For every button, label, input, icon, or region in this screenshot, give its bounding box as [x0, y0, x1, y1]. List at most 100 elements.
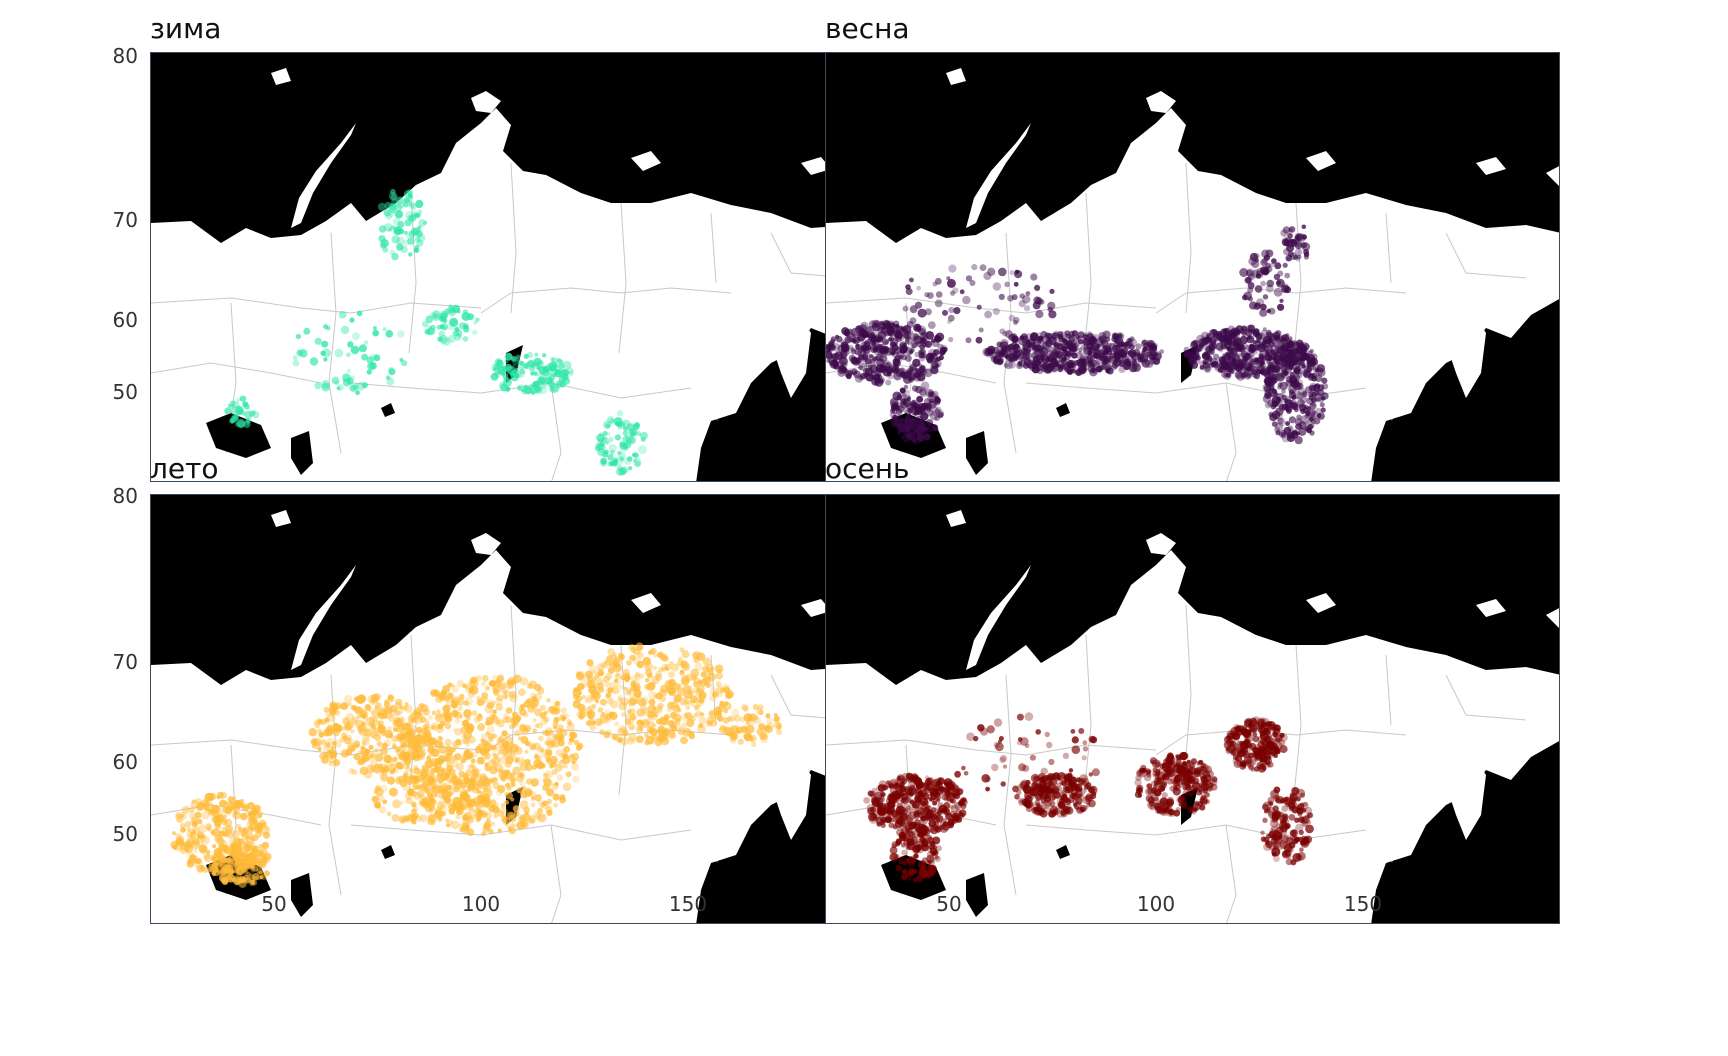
admin-border: [350, 824, 692, 841]
data-point: [1064, 366, 1071, 374]
data-point: [411, 801, 417, 808]
data-point: [638, 726, 643, 731]
data-point: [1305, 426, 1312, 433]
data-point: [224, 824, 234, 834]
data-point: [1013, 281, 1019, 287]
data-point: [1127, 337, 1132, 343]
data-point: [1277, 270, 1284, 277]
data-point: [752, 704, 759, 711]
data-point: [363, 340, 369, 345]
data-point: [457, 705, 463, 711]
data-point: [358, 726, 363, 731]
data-point: [546, 755, 551, 760]
data-point: [322, 348, 332, 358]
data-point: [430, 790, 438, 798]
data-point: [563, 712, 570, 719]
data-point: [1282, 226, 1291, 234]
data-point: [928, 400, 937, 409]
data-point: [885, 361, 892, 368]
data-point: [380, 242, 387, 249]
data-point: [1289, 365, 1294, 370]
data-point: [608, 436, 614, 443]
data-point: [210, 856, 216, 862]
data-point: [212, 866, 219, 873]
data-point: [586, 659, 594, 667]
map-summer[interactable]: [150, 494, 885, 924]
data-point: [1247, 324, 1256, 333]
panel-title-spring: весна: [825, 12, 910, 45]
data-point: [1183, 346, 1190, 353]
data-point: [664, 663, 672, 672]
data-point: [1273, 273, 1281, 281]
data-point: [419, 771, 428, 780]
data-point: [1065, 350, 1072, 357]
data-point: [1064, 341, 1072, 350]
data-point: [483, 739, 490, 746]
data-point: [658, 667, 664, 672]
map-autumn[interactable]: [825, 494, 1560, 924]
data-point: [742, 705, 749, 712]
data-point: [562, 782, 572, 792]
data-point: [462, 825, 468, 832]
data-point: [1034, 799, 1040, 806]
data-point: [392, 799, 402, 809]
data-point: [622, 668, 630, 677]
data-point: [516, 359, 522, 364]
data-point: [942, 818, 947, 823]
panel-title-winter: зима: [150, 12, 222, 45]
data-point: [1023, 348, 1028, 353]
data-point: [921, 369, 928, 375]
data-point: [1052, 346, 1057, 351]
data-point: [433, 766, 440, 773]
admin-border: [480, 729, 732, 756]
data-point: [614, 673, 622, 680]
data-point: [451, 775, 458, 782]
data-point: [1287, 232, 1293, 239]
data-point: [402, 202, 409, 208]
data-point: [444, 738, 452, 747]
data-point: [870, 369, 880, 379]
data-point: [521, 821, 525, 826]
data-point: [476, 768, 482, 773]
data-point: [1049, 288, 1055, 294]
data-point: [542, 772, 548, 778]
data-point: [616, 464, 623, 471]
data-point: [474, 746, 483, 754]
data-point: [249, 410, 256, 417]
data-point: [1312, 366, 1319, 373]
data-point: [891, 407, 896, 412]
data-point: [514, 746, 523, 755]
data-point: [702, 665, 709, 673]
data-point: [1117, 333, 1123, 339]
map-winter[interactable]: [150, 52, 885, 482]
data-point: [426, 775, 435, 784]
data-point: [473, 808, 483, 818]
data-point: [710, 719, 718, 727]
data-point: [1280, 337, 1288, 345]
data-point: [900, 417, 906, 423]
data-point: [935, 332, 945, 342]
data-point: [571, 752, 580, 761]
data-point: [211, 828, 221, 837]
data-point: [1014, 270, 1023, 279]
data-point: [757, 729, 766, 738]
data-point: [1081, 788, 1087, 794]
data-point: [623, 686, 628, 691]
island: [1146, 91, 1176, 113]
data-point: [683, 699, 690, 706]
data-point: [248, 851, 257, 860]
data-point: [1255, 338, 1261, 344]
data-point: [226, 850, 233, 857]
data-point: [587, 704, 595, 713]
island: [1476, 157, 1506, 175]
data-point: [520, 703, 525, 709]
map-spring[interactable]: [825, 52, 1560, 482]
data-point: [852, 371, 857, 376]
data-point: [444, 722, 452, 730]
data-point: [516, 354, 521, 359]
data-point: [421, 764, 428, 770]
data-point: [896, 394, 903, 401]
data-point: [1267, 400, 1274, 407]
data-point: [525, 741, 530, 746]
data-point: [597, 720, 602, 725]
